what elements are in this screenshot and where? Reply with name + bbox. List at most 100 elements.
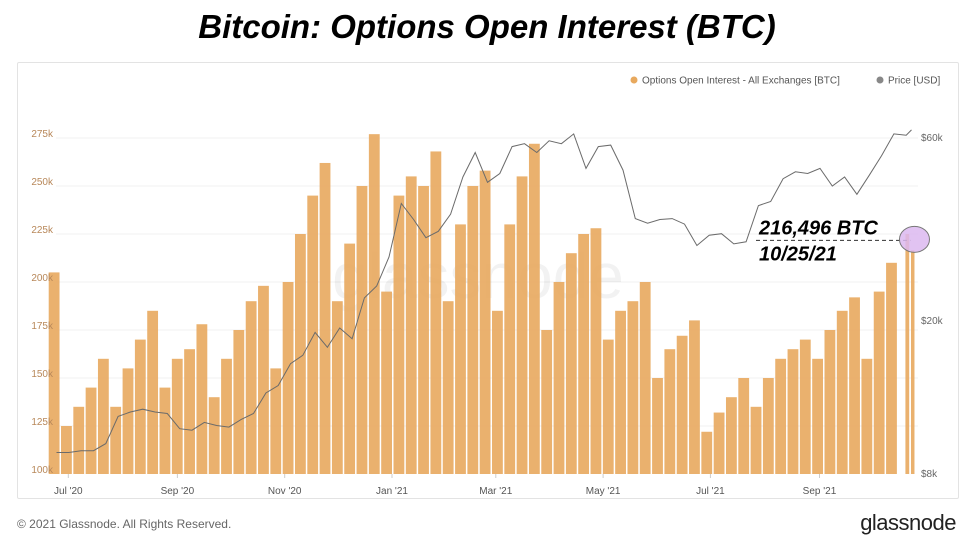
- oi-bar: [492, 310, 503, 474]
- oi-bar: [208, 397, 220, 474]
- oi-bar: [528, 143, 540, 474]
- oi-bar: [184, 349, 195, 474]
- oi-bar: [294, 234, 306, 474]
- oi-bar: [134, 339, 146, 474]
- oi-bar: [627, 301, 639, 474]
- oi-bar: [405, 176, 417, 474]
- oi-bar: [504, 224, 516, 474]
- annotation: 216,496 BTC 10/25/21: [756, 217, 930, 265]
- oi-bar: [430, 151, 442, 474]
- oi-bar: [331, 301, 343, 474]
- oi-bar: [910, 250, 915, 474]
- x-tick-label: May '21: [586, 486, 621, 497]
- oi-bar: [122, 368, 134, 474]
- oi-bar: [159, 387, 171, 474]
- oi-bar: [578, 234, 590, 474]
- x-tick-label: Sep '20: [161, 486, 195, 497]
- oi-bar: [356, 186, 368, 474]
- oi-bar: [307, 195, 319, 474]
- oi-bar: [861, 358, 873, 474]
- oi-bar: [418, 186, 429, 474]
- oi-bar: [258, 285, 269, 474]
- right-tick-label: $20k: [921, 316, 944, 327]
- oi-bar: [725, 397, 737, 474]
- oi-bars: [48, 134, 915, 474]
- oi-bar: [787, 349, 799, 474]
- oi-bar: [713, 412, 725, 474]
- copyright: © 2021 Glassnode. All Rights Reserved.: [17, 517, 232, 531]
- oi-bar: [97, 358, 109, 474]
- right-tick-label: $8k: [921, 469, 938, 480]
- oi-bar: [368, 134, 380, 474]
- oi-bar: [221, 358, 232, 474]
- left-tick-label: 150k: [31, 369, 54, 380]
- oi-bar: [639, 282, 651, 474]
- x-tick-label: Jul '21: [696, 486, 725, 497]
- oi-bar: [553, 282, 565, 474]
- oi-bar: [319, 162, 331, 474]
- oi-bar: [750, 406, 762, 474]
- legend: Options Open Interest - All Exchanges [B…: [630, 76, 940, 87]
- x-tick-label: Jul '20: [54, 486, 83, 497]
- oi-bar: [344, 243, 356, 474]
- oi-bar: [282, 282, 294, 474]
- oi-bar: [85, 387, 97, 474]
- oi-bar: [196, 324, 208, 474]
- x-tick-label: Sep '21: [803, 486, 837, 497]
- x-tick-label: Jan '21: [376, 486, 408, 497]
- oi-bar: [873, 291, 885, 474]
- oi-bar: [479, 170, 491, 474]
- oi-bar: [381, 291, 393, 474]
- price-line: [56, 129, 912, 453]
- oi-bar: [652, 378, 663, 474]
- oi-bar: [676, 335, 688, 474]
- oi-bar: [738, 378, 750, 474]
- oi-bar: [812, 358, 824, 474]
- oi-bar: [541, 330, 553, 474]
- oi-bar: [836, 310, 848, 474]
- oi-bar: [849, 297, 860, 474]
- oi-bar: [467, 186, 479, 474]
- oi-bar: [245, 301, 257, 474]
- left-tick-label: 225k: [31, 225, 54, 236]
- annotation-value: 216,496 BTC: [758, 217, 879, 239]
- chart: glassnode 100k125k150k175k200k225k250k27…: [31, 76, 944, 498]
- oi-bar: [442, 301, 454, 474]
- oi-bar: [48, 272, 60, 474]
- oi-bar: [565, 253, 577, 474]
- oi-bar: [110, 406, 122, 474]
- left-tick-label: 200k: [31, 273, 54, 284]
- glassnode-logo: glassnode: [860, 510, 956, 535]
- oi-bar: [590, 228, 602, 474]
- oi-bar: [824, 330, 836, 474]
- x-tick-label: Mar '21: [479, 486, 512, 497]
- oi-bar: [171, 358, 183, 474]
- oi-bar: [799, 339, 811, 474]
- right-tick-label: $60k: [921, 133, 944, 144]
- oi-bar: [516, 176, 528, 474]
- chart-card: glassnode 100k125k150k175k200k225k250k27…: [17, 62, 959, 499]
- oi-bar: [886, 262, 897, 474]
- annotation-date: 10/25/21: [759, 243, 837, 265]
- oi-bar: [701, 431, 713, 474]
- oi-bar: [147, 310, 159, 474]
- left-tick-label: 125k: [31, 417, 54, 428]
- legend-oi-label[interactable]: Options Open Interest - All Exchanges [B…: [642, 76, 840, 87]
- oi-bar: [61, 426, 72, 474]
- oi-bar: [664, 349, 676, 474]
- legend-price-label[interactable]: Price [USD]: [888, 76, 940, 87]
- oi-bar: [615, 310, 626, 474]
- left-tick-label: 175k: [31, 321, 54, 332]
- oi-bar: [905, 234, 910, 474]
- highlight-ellipse: [898, 225, 930, 253]
- oi-bar: [233, 330, 245, 474]
- oi-bar: [602, 339, 614, 474]
- oi-bar: [393, 195, 405, 474]
- legend-oi-swatch: [630, 76, 638, 84]
- left-tick-label: 275k: [31, 129, 54, 140]
- oi-bar: [73, 406, 85, 474]
- oi-bar: [762, 378, 774, 474]
- oi-bar: [270, 368, 282, 474]
- oi-bar: [689, 320, 700, 474]
- oi-bar: [775, 358, 787, 474]
